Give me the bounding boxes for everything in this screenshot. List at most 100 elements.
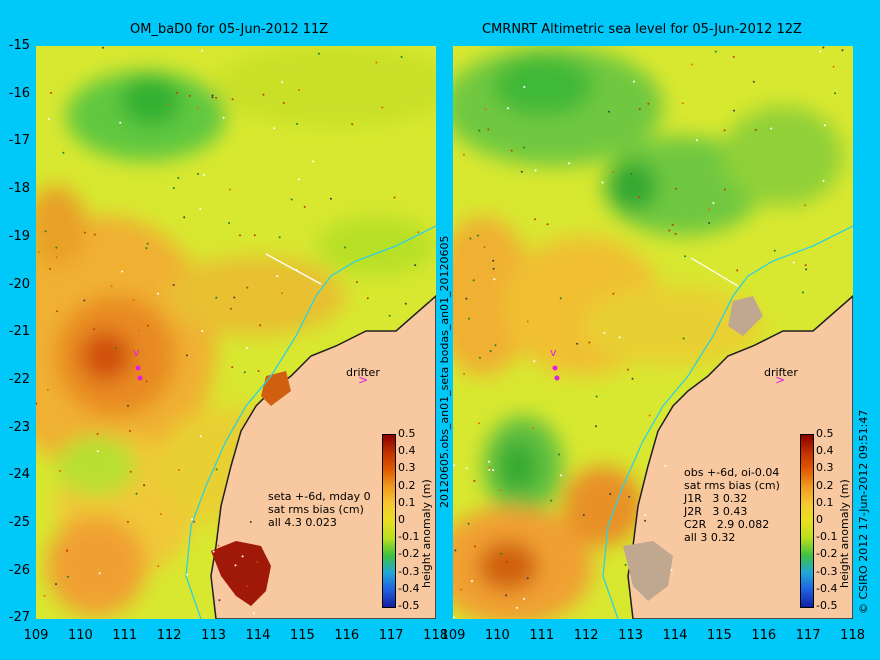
observation-dot [492, 469, 495, 472]
observation-dot [129, 430, 131, 432]
left-map: v > [36, 46, 436, 619]
right-drifter-label: drifter [764, 366, 798, 379]
observation-dot [618, 336, 621, 339]
observation-dot [472, 279, 475, 282]
observation-dot [499, 489, 502, 492]
observation-dot [298, 178, 300, 181]
observation-dot [233, 296, 236, 299]
copyright-credit: © CSIRO 2012 17-Jun-2012 09:51:47 [857, 409, 870, 614]
observation-dot [253, 612, 255, 615]
left-stats-line: sat rms bias (cm) [268, 503, 364, 516]
observation-dot [393, 196, 396, 199]
observation-dot [523, 597, 526, 600]
x-tick-label: 112 [156, 628, 182, 643]
colorbar-tick-label: 0.4 [398, 444, 416, 458]
observation-dot [644, 514, 647, 517]
observation-dot [754, 128, 757, 131]
observation-dot [488, 466, 491, 469]
observation-dot [488, 460, 491, 463]
observation-dot [465, 467, 468, 470]
observation-dot [487, 128, 490, 131]
observation-dot [282, 102, 285, 104]
observation-dot [211, 94, 214, 97]
colorbar-tick-label: 0.3 [398, 461, 416, 475]
observation-dot [217, 544, 220, 547]
observation-dot [196, 107, 199, 110]
colorbar-tick-label: -0.4 [816, 581, 838, 595]
x-tick-label: 116 [334, 628, 360, 643]
observation-dot [516, 606, 518, 609]
observation-dot [601, 181, 604, 184]
observation-dot [215, 96, 218, 99]
observation-dot [404, 302, 407, 305]
observation-dot [488, 468, 491, 471]
observation-dot [83, 299, 86, 302]
observation-dot [723, 129, 726, 132]
x-tick-label: 110 [484, 628, 510, 643]
x-tick-label: 112 [573, 628, 599, 643]
x-tick-label: 113 [201, 628, 226, 643]
x-tick-label: 109 [440, 628, 466, 643]
observation-dot [191, 518, 194, 521]
observation-dot [463, 373, 466, 375]
observation-dot [414, 264, 417, 267]
observation-dot [594, 425, 597, 428]
colorbar-tick-label: 0.1 [398, 495, 416, 509]
left-colorbar [382, 434, 396, 608]
observation-dot [253, 234, 256, 237]
y-tick-label: -20 [8, 276, 30, 292]
observation-dot [176, 91, 179, 94]
observation-dot [46, 389, 49, 391]
observation-dot [638, 108, 641, 111]
observation-dot [231, 366, 234, 369]
svg-text:>: > [775, 373, 785, 387]
observation-dot [183, 216, 186, 219]
observation-dot [199, 435, 202, 438]
y-tick-label: -23 [8, 419, 30, 435]
observation-dot [243, 371, 246, 374]
observation-dot [83, 231, 86, 234]
observation-dot [559, 474, 562, 477]
observation-dot [770, 127, 773, 130]
observation-dot [647, 102, 650, 105]
observation-dot [510, 149, 513, 152]
observation-dot [429, 300, 432, 303]
observation-dot [612, 292, 615, 295]
observation-dot [212, 550, 215, 553]
colorbar-tick-label: -0.4 [398, 581, 420, 595]
observation-dot [47, 117, 50, 120]
observation-dot [281, 81, 284, 84]
observation-dot [505, 594, 508, 597]
colorbar-tick-label: -0.3 [816, 564, 838, 578]
observation-dot [691, 63, 694, 66]
observation-dot [668, 229, 671, 232]
observation-dot [234, 564, 237, 567]
observation-dot [708, 208, 710, 211]
colorbar-tick-label: 0.5 [816, 427, 834, 440]
colorbar-tick-label: 0.1 [816, 495, 834, 509]
observation-dot [166, 103, 169, 106]
observation-dot [489, 350, 492, 353]
observation-dot [55, 246, 58, 249]
observation-dot [303, 205, 306, 208]
observation-dot [157, 565, 160, 568]
observation-dot [62, 151, 65, 154]
observation-dot [201, 330, 204, 333]
y-tick-label: -22 [8, 371, 30, 387]
observation-dot [400, 56, 403, 58]
observation-dot [145, 247, 148, 250]
observation-dot [215, 468, 218, 471]
y-tick-label: -15 [8, 38, 30, 53]
observation-dot [526, 320, 529, 323]
colorbar-tick-label: 0.2 [816, 478, 834, 492]
observation-dot [290, 198, 293, 201]
observation-dot [344, 246, 347, 249]
colorbar-tick-label: 0.3 [816, 461, 834, 475]
right-stats-line: C2R 2.9 0.082 [684, 518, 770, 531]
observation-dot [93, 328, 96, 331]
observation-dot [819, 50, 822, 53]
observation-dot [202, 173, 205, 176]
observation-dot [127, 404, 129, 407]
observation-dot [712, 202, 715, 204]
observation-dot [298, 88, 300, 91]
